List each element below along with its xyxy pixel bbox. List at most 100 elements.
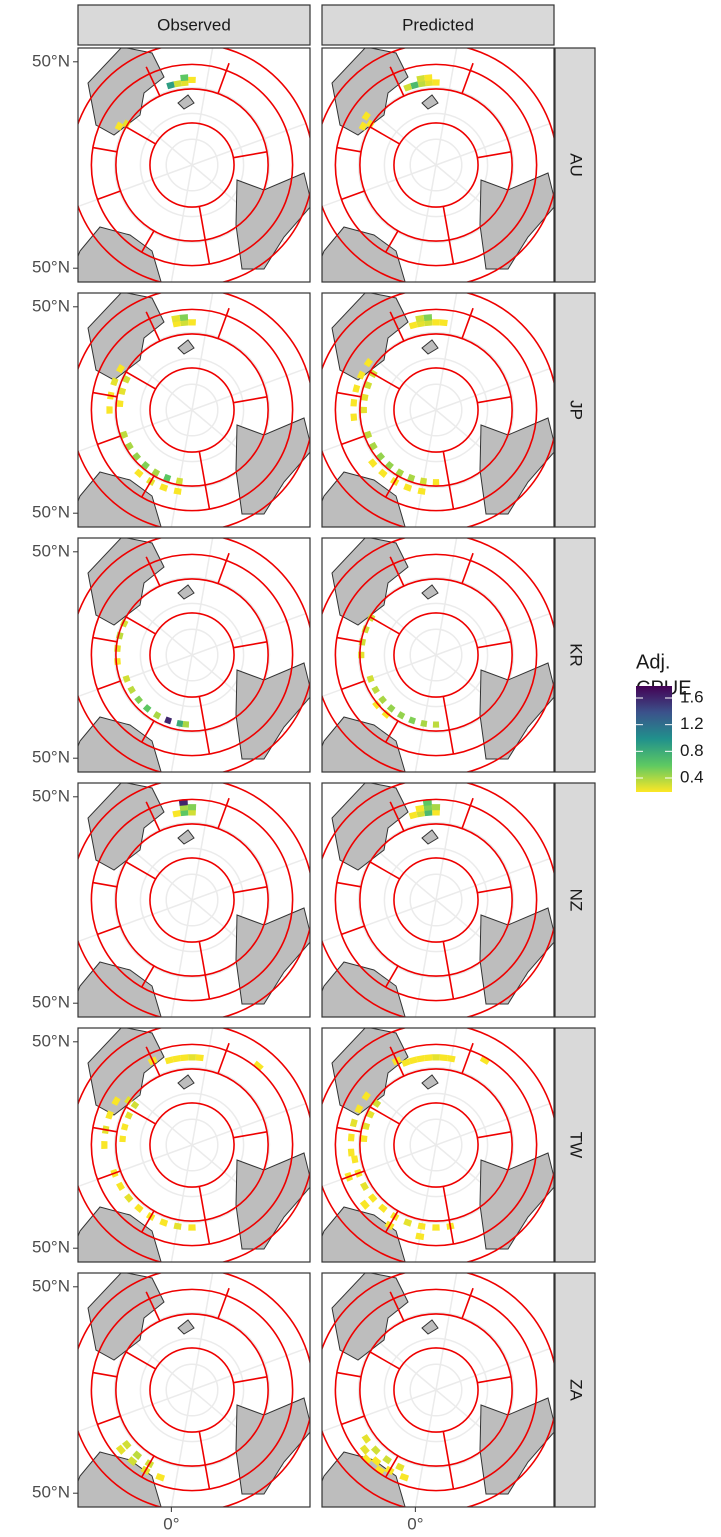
boundary	[97, 435, 121, 446]
cpue-cell	[395, 1462, 405, 1472]
cpue-cell	[376, 452, 386, 461]
boundary	[125, 616, 156, 635]
land	[479, 662, 554, 760]
cpue-cell	[363, 357, 373, 368]
land	[78, 961, 162, 1017]
boundary	[204, 1464, 211, 1490]
cpue-cell	[366, 675, 375, 683]
cpue-cell	[173, 80, 182, 88]
cpue-cell	[432, 721, 440, 728]
boundary	[334, 1288, 538, 1492]
land	[235, 417, 310, 515]
graticule	[409, 1363, 463, 1417]
cpue-cell	[188, 1054, 196, 1061]
boundary	[341, 1170, 365, 1181]
panel-border	[77, 537, 311, 773]
boundary	[389, 66, 405, 97]
boundary	[334, 1043, 538, 1247]
boundary	[336, 636, 362, 643]
land	[421, 584, 439, 600]
graticule	[383, 1337, 489, 1443]
land	[235, 1152, 310, 1250]
cpue-cell	[132, 452, 142, 461]
land	[78, 1206, 162, 1262]
boundary	[97, 190, 121, 201]
boundary	[359, 333, 513, 487]
panel-border	[77, 1272, 311, 1508]
cpue-cell	[180, 809, 189, 817]
boundary	[115, 1068, 269, 1222]
boundary	[140, 475, 155, 498]
map-panel	[78, 783, 310, 1017]
land	[235, 907, 310, 1005]
row-strip	[554, 537, 596, 773]
cpue-cell	[410, 81, 419, 90]
row-strip	[554, 1272, 596, 1508]
cpue-cell	[111, 1096, 121, 1106]
boundary	[461, 62, 474, 94]
boundary	[125, 1351, 156, 1370]
cpue-cell	[173, 1222, 182, 1230]
cpue-cell	[151, 468, 161, 477]
cpue-cell	[423, 314, 433, 321]
boundary	[149, 1102, 235, 1188]
boundary	[448, 1464, 455, 1490]
y-tick-label: 50°N	[32, 786, 70, 805]
graticule	[409, 1118, 463, 1172]
boundary	[393, 857, 479, 943]
graticule	[383, 602, 489, 708]
land	[78, 716, 162, 772]
cpue-cell	[124, 1193, 134, 1203]
cpue-cell	[121, 1439, 132, 1450]
cpue-cell	[188, 1224, 196, 1231]
panel-border	[321, 47, 555, 283]
boundary	[359, 823, 513, 977]
boundary	[359, 88, 513, 242]
boundary	[477, 1130, 512, 1139]
cpue-cell	[415, 804, 425, 813]
cpue-cell	[127, 1456, 138, 1467]
boundary	[369, 371, 400, 390]
graticule	[165, 873, 219, 927]
graticule	[409, 138, 463, 192]
boundary	[125, 371, 156, 390]
land	[479, 1152, 554, 1250]
boundary	[140, 1455, 155, 1478]
cpue-cell	[361, 1434, 371, 1444]
row-strip	[554, 782, 596, 1018]
panel-border	[321, 1272, 555, 1508]
boundary	[477, 885, 512, 894]
boundary	[198, 941, 207, 976]
boundary	[393, 367, 479, 453]
boundary	[115, 823, 269, 977]
boundary	[341, 190, 365, 201]
cpue-cell	[408, 321, 418, 330]
cpue-cell	[368, 458, 378, 468]
cpue-cell	[403, 483, 413, 492]
boundary	[145, 1046, 161, 1077]
cpue-cell	[399, 1472, 410, 1482]
boundary	[204, 484, 211, 510]
map-panel	[78, 1028, 310, 1262]
map-panel	[78, 48, 310, 282]
column-strip-label: Predicted	[402, 15, 474, 34]
cpue-cell	[417, 1222, 426, 1230]
land	[421, 94, 439, 110]
y-tick-label: 50°N	[32, 1276, 70, 1295]
cpue-cell	[124, 1111, 133, 1120]
graticule	[165, 628, 219, 682]
cpue-cell	[155, 1472, 166, 1482]
cpue-cell	[431, 804, 441, 811]
y-tick-label: 50°N	[32, 1031, 70, 1050]
graticule	[383, 357, 489, 463]
boundary	[477, 1375, 512, 1384]
boundary	[140, 230, 155, 253]
boundary	[369, 616, 400, 635]
cpue-cell	[385, 460, 394, 470]
cpue-cell	[370, 1445, 381, 1456]
cpue-cell	[122, 675, 131, 683]
boundary	[334, 63, 538, 267]
cpue-cell	[120, 430, 129, 439]
cpue-cell	[361, 393, 369, 401]
